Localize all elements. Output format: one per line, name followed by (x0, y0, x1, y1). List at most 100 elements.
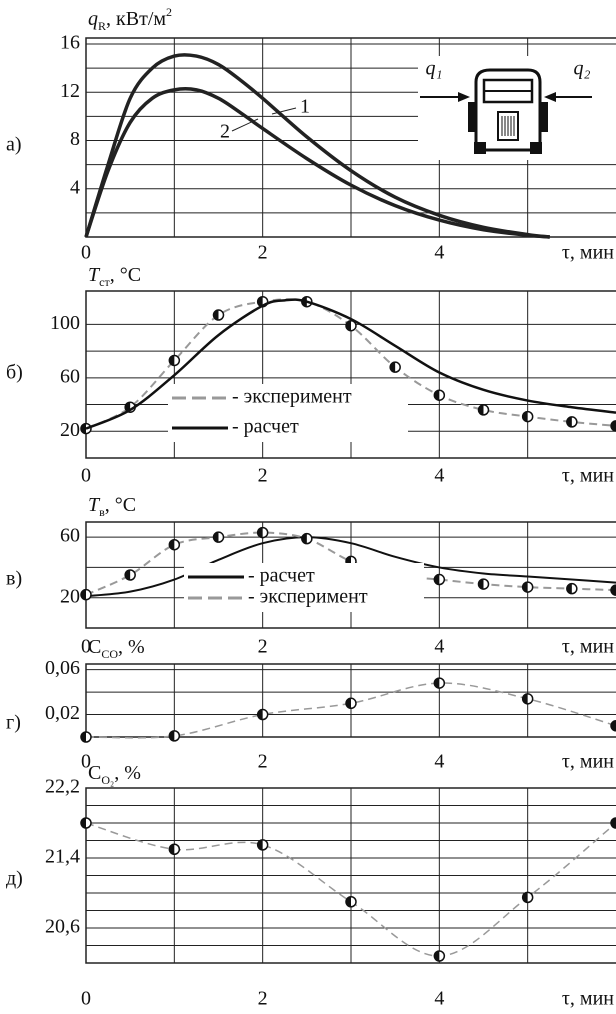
marker (256, 526, 269, 539)
x-tick-label: 2 (258, 465, 268, 487)
y-tick-label: 22,2 (45, 776, 80, 798)
y-tick-label: 8 (70, 128, 80, 150)
x-axis-label: τ, мин (562, 242, 614, 264)
panel-label: г) (6, 712, 21, 734)
marker (433, 950, 446, 962)
marker (610, 420, 616, 432)
y-axis-label-part: , °C (110, 264, 141, 286)
marker (477, 578, 490, 590)
y-axis-label-part: в (99, 505, 105, 519)
y-axis-label-part: O₂ (101, 773, 114, 787)
y-axis-label-part: T (88, 494, 101, 516)
plot-frame (85, 663, 616, 738)
truck-wheel (530, 142, 542, 154)
marker-half (213, 532, 219, 543)
y-tick-label: 4 (70, 176, 80, 198)
arrow-head (544, 92, 556, 102)
marker (521, 693, 534, 705)
truck-wheel (468, 102, 477, 132)
annotation: q₂ (574, 58, 591, 80)
marker (389, 361, 401, 373)
marker (566, 582, 578, 595)
y-tick-label: 21,4 (45, 846, 80, 868)
marker-half (125, 570, 131, 580)
truck-wheel (539, 102, 548, 132)
marker (433, 573, 446, 586)
y-tick-label: 20 (60, 585, 80, 607)
y-axis-label-part: CO (101, 647, 118, 661)
marker-half (611, 818, 616, 828)
marker-half (257, 296, 263, 307)
y-tick-label: 0,02 (45, 702, 80, 724)
marker-half (566, 416, 572, 427)
series-line (85, 298, 616, 430)
marker (168, 354, 181, 367)
y-tick-label: 60 (60, 365, 80, 387)
panel-label: а) (6, 134, 22, 156)
truck-wheel (474, 142, 486, 154)
curve-label: 1 (300, 96, 310, 118)
series-line (84, 53, 550, 239)
y-axis-label-part: , кВт/м (106, 8, 166, 30)
y-axis-label: CCO, % (88, 636, 145, 661)
marker (256, 839, 269, 851)
plot-frame (85, 290, 616, 459)
y-axis-label-part: ст (99, 275, 110, 289)
marker (212, 309, 225, 321)
x-tick-label: 2 (258, 988, 268, 1010)
x-tick-label: 4 (434, 636, 444, 658)
y-axis-label: Tв, °C (88, 494, 136, 519)
marker-half (169, 539, 175, 550)
plot-frame (85, 787, 616, 964)
marker (212, 531, 225, 543)
x-tick-label: 2 (258, 636, 268, 658)
x-axis-label: τ, мин (562, 751, 614, 773)
x-axis-label: τ, мин (562, 636, 614, 658)
panel-label: д) (6, 868, 23, 890)
x-tick-label: 0 (81, 988, 91, 1010)
marker-half (301, 533, 307, 544)
marker-half (434, 678, 440, 689)
marker (80, 817, 92, 829)
marker-half (434, 951, 440, 961)
leader-line (271, 107, 297, 115)
legend-bg (184, 563, 424, 612)
x-tick-label: 0 (81, 751, 91, 773)
y-axis-label-part: , °C (105, 494, 136, 516)
marker (345, 896, 357, 908)
x-axis-label: τ, мин (562, 465, 614, 487)
marker-half (81, 423, 86, 434)
marker (168, 843, 181, 855)
marker-half (257, 527, 263, 538)
y-tick-label: 12 (60, 80, 80, 102)
legend-label: - расчет (232, 416, 299, 438)
marker-half (257, 709, 263, 720)
marker (521, 891, 534, 904)
marker-half (257, 839, 263, 850)
marker-half (346, 896, 351, 907)
marker (345, 319, 357, 332)
plot-frame (85, 37, 616, 238)
legend-label: - расчет (248, 565, 315, 587)
marker-half (434, 390, 440, 401)
marker-half (346, 698, 351, 709)
panel-label: в) (6, 568, 22, 590)
y-tick-label: 20,6 (45, 916, 80, 938)
marker-half (81, 589, 86, 600)
panel-label: б) (6, 362, 23, 384)
marker (566, 416, 578, 428)
marker-half (81, 732, 86, 742)
marker-half (81, 818, 86, 828)
marker-half (611, 585, 616, 596)
x-tick-label: 2 (258, 242, 268, 264)
series-line (84, 87, 550, 239)
marker (477, 404, 490, 416)
marker (433, 677, 446, 689)
marker (168, 730, 181, 742)
y-tick-label: 16 (60, 32, 80, 54)
marker (610, 584, 616, 596)
x-tick-label: 4 (434, 988, 444, 1010)
series-line (85, 536, 616, 598)
marker (168, 538, 181, 551)
